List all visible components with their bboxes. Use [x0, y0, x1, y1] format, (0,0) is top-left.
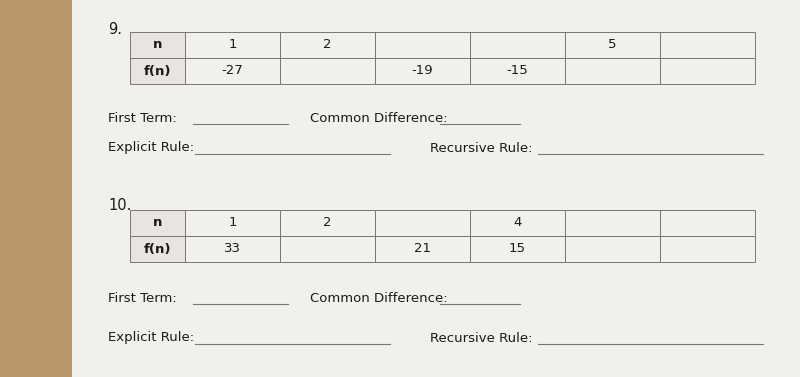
- Text: Recursive Rule:: Recursive Rule:: [430, 331, 533, 345]
- Text: First Term:: First Term:: [108, 291, 177, 305]
- Text: 2: 2: [323, 38, 332, 52]
- Text: 1: 1: [228, 38, 237, 52]
- Text: Common Difference:: Common Difference:: [310, 112, 448, 124]
- Text: -19: -19: [412, 64, 434, 78]
- Bar: [375, 236, 470, 262]
- Bar: [565, 210, 660, 236]
- Bar: [470, 236, 565, 262]
- Text: First Term:: First Term:: [108, 112, 177, 124]
- Bar: [130, 210, 185, 236]
- Bar: [375, 32, 470, 58]
- Text: 21: 21: [414, 242, 431, 256]
- Bar: [660, 210, 755, 236]
- Bar: [375, 210, 470, 236]
- Bar: [185, 32, 280, 58]
- Text: Recursive Rule:: Recursive Rule:: [430, 141, 533, 155]
- Bar: [280, 236, 375, 262]
- Bar: [470, 58, 565, 84]
- Bar: [565, 236, 660, 262]
- Text: -15: -15: [506, 64, 528, 78]
- Text: 4: 4: [514, 216, 522, 230]
- Bar: [130, 236, 185, 262]
- Bar: [660, 236, 755, 262]
- Bar: [470, 32, 565, 58]
- Text: 15: 15: [509, 242, 526, 256]
- Bar: [130, 58, 185, 84]
- Bar: [565, 32, 660, 58]
- Text: 1: 1: [228, 216, 237, 230]
- Text: 2: 2: [323, 216, 332, 230]
- Text: Explicit Rule:: Explicit Rule:: [108, 331, 194, 345]
- Text: 5: 5: [608, 38, 617, 52]
- Bar: [130, 32, 185, 58]
- Bar: [185, 236, 280, 262]
- Bar: [565, 58, 660, 84]
- Text: Explicit Rule:: Explicit Rule:: [108, 141, 194, 155]
- Text: -27: -27: [222, 64, 243, 78]
- Bar: [185, 58, 280, 84]
- Text: n: n: [153, 216, 162, 230]
- Text: 9.: 9.: [108, 22, 122, 37]
- Bar: [470, 210, 565, 236]
- Bar: [660, 58, 755, 84]
- Bar: [660, 32, 755, 58]
- Text: 33: 33: [224, 242, 241, 256]
- Text: f(n): f(n): [144, 242, 171, 256]
- Bar: [185, 210, 280, 236]
- Text: f(n): f(n): [144, 64, 171, 78]
- Bar: [375, 58, 470, 84]
- Bar: [280, 210, 375, 236]
- Text: Common Difference:: Common Difference:: [310, 291, 448, 305]
- Bar: [280, 58, 375, 84]
- Text: n: n: [153, 38, 162, 52]
- Text: 10.: 10.: [108, 198, 131, 213]
- Bar: [280, 32, 375, 58]
